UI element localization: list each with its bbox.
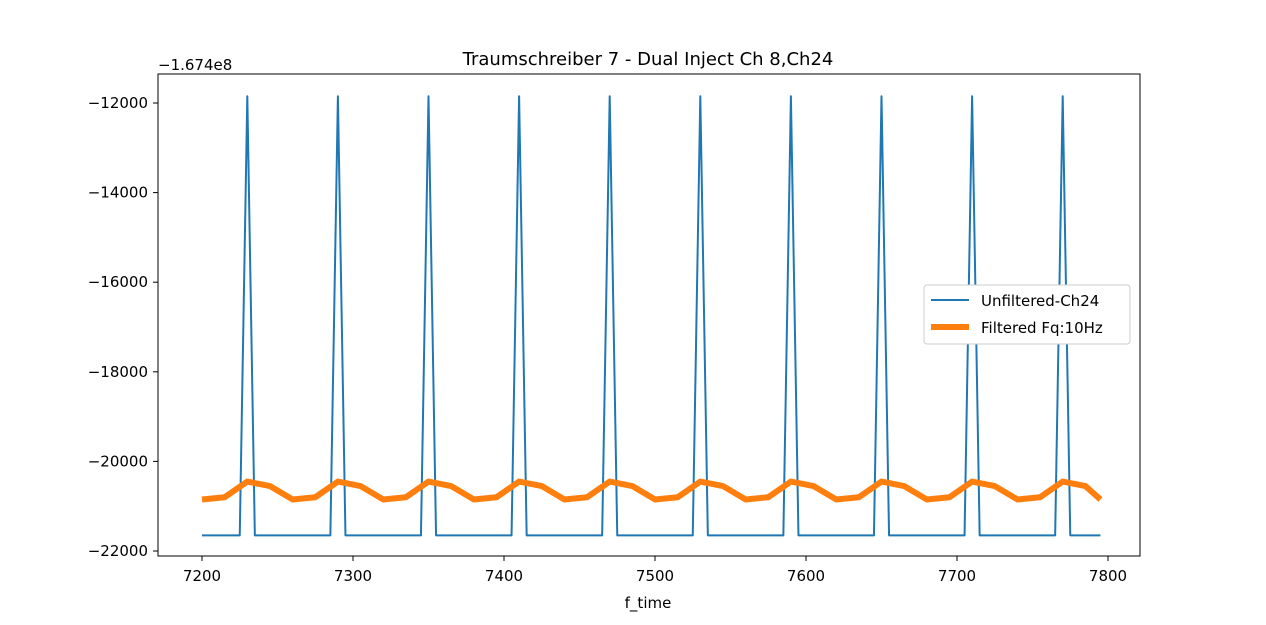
y-tick-label: −20000 (88, 452, 148, 470)
y-axis: −22000 −20000 −18000 −16000 −14000 −12000 (88, 94, 158, 560)
y-tick-label: −14000 (88, 184, 148, 202)
legend-label-unfiltered: Unfiltered-Ch24 (981, 292, 1099, 310)
legend-box (923, 284, 1131, 345)
y-tick-label: −22000 (88, 542, 148, 560)
x-tick-label: 7200 (183, 567, 221, 585)
y-tick-label: −18000 (88, 363, 148, 381)
x-tick-label: 7600 (787, 567, 825, 585)
series-line-0 (202, 95, 1101, 537)
series-layer (201, 95, 1103, 537)
chart-title: Traumschreiber 7 - Dual Inject Ch 8,Ch24 (462, 49, 834, 70)
x-tick-label: 7500 (636, 567, 674, 585)
y-tick-label: −16000 (88, 273, 148, 291)
x-tick-label: 7700 (938, 567, 976, 585)
x-axis: 7200 7300 7400 7500 7600 7700 7800 (183, 556, 1127, 585)
x-tick-label: 7300 (334, 567, 372, 585)
series-line-1 (201, 478, 1103, 503)
y-tick-label: −12000 (88, 94, 148, 112)
x-tick-label: 7400 (485, 567, 523, 585)
legend: Unfiltered-Ch24 Filtered Fq:10Hz (923, 284, 1131, 345)
y-offset-label: −1.674e8 (158, 56, 232, 74)
x-axis-label: f_time (625, 594, 672, 613)
legend-label-filtered: Filtered Fq:10Hz (981, 319, 1103, 337)
x-tick-label: 7800 (1089, 567, 1127, 585)
plot-frame (157, 73, 1141, 557)
